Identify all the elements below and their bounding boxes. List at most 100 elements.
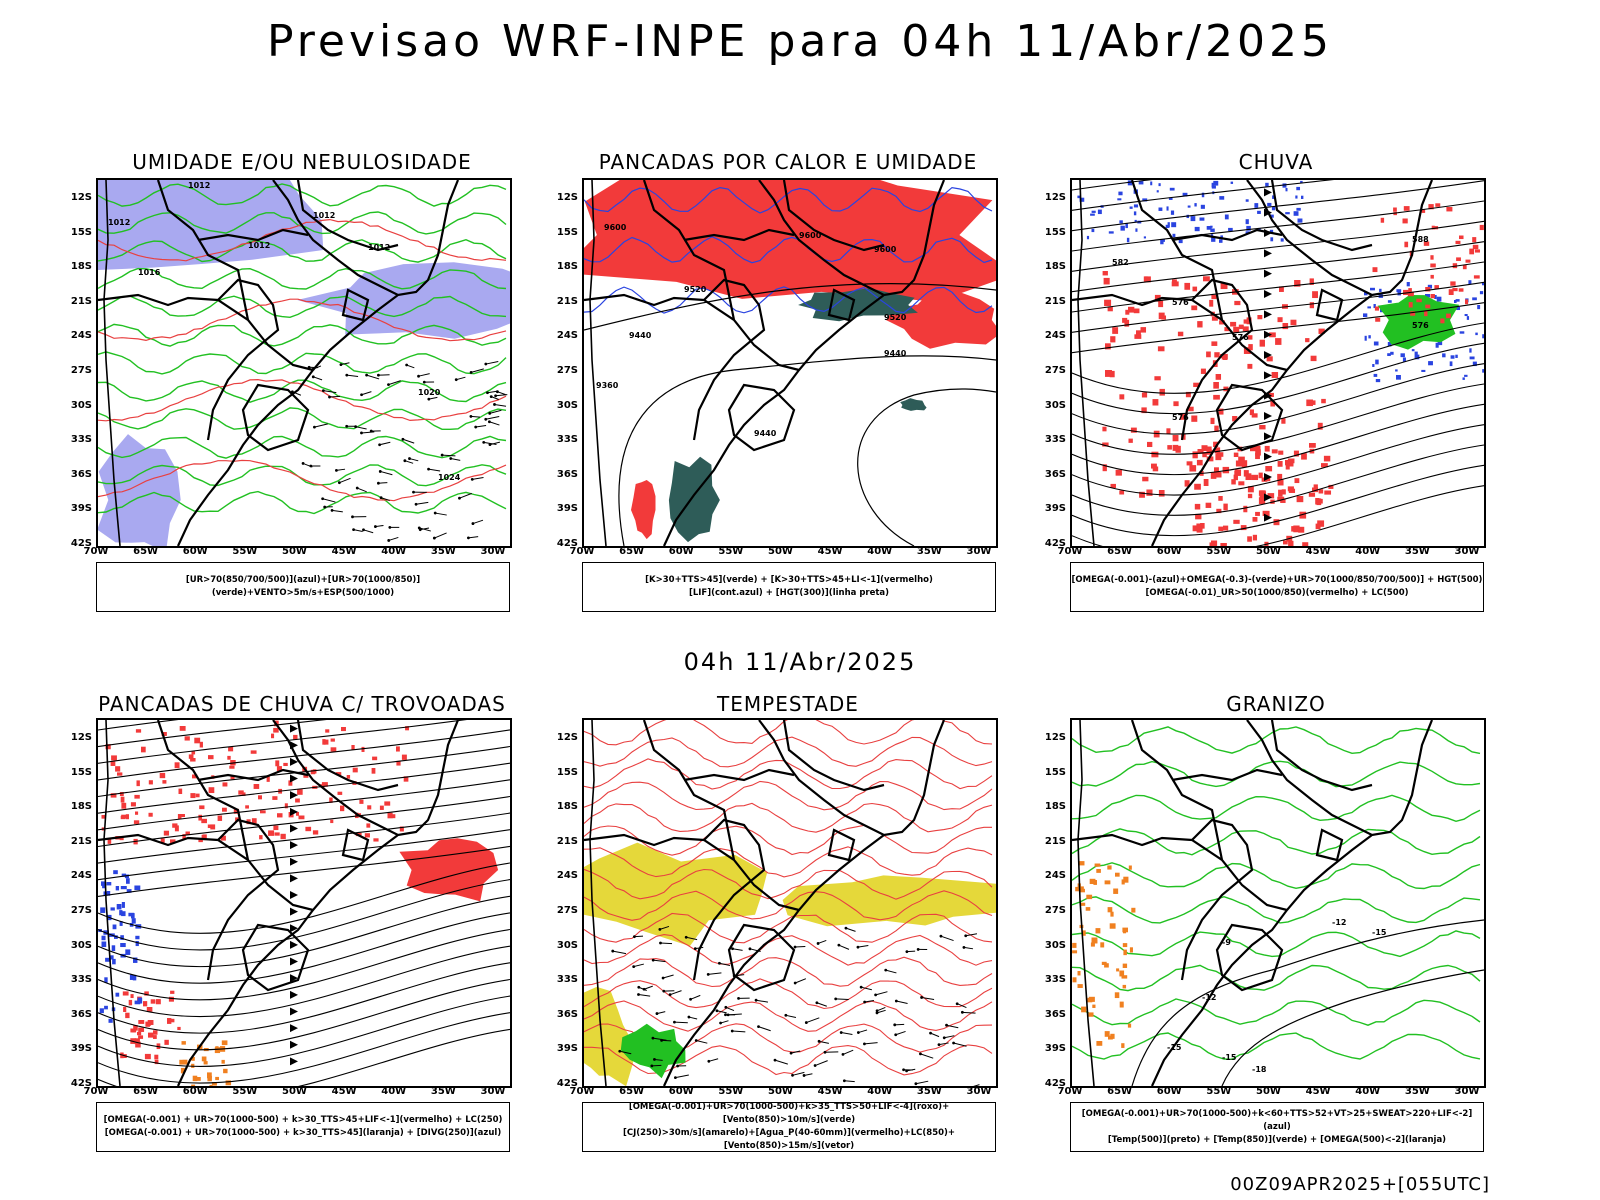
- lon-tick-label: 50W: [1256, 546, 1281, 557]
- lon-tick-label: 65W: [1107, 1086, 1133, 1097]
- lat-tick-label: 36S: [1044, 468, 1066, 480]
- lon-tick-label: 65W: [619, 546, 645, 557]
- lon-tick-label: 30W: [480, 1086, 506, 1097]
- contour-label: 9600: [799, 231, 822, 240]
- lon-tick-label: 40W: [867, 1086, 893, 1097]
- streamlines: [98, 720, 510, 1086]
- lat-tick-label: 27S: [70, 365, 92, 376]
- contour-label: 1012: [313, 211, 335, 220]
- lon-tick-label: 35W: [916, 1086, 942, 1097]
- lat-tick-label: 27S: [556, 905, 578, 916]
- jet-stream-yellow-area: [584, 986, 633, 1086]
- lon-tick-label: 65W: [133, 546, 159, 557]
- contour-label: 1020: [418, 388, 441, 397]
- lat-tick-label: 24S: [556, 330, 578, 342]
- lon-tick-label: 60W: [668, 546, 694, 557]
- contour-label: 9440: [884, 349, 907, 358]
- lat-tick-label: 33S: [70, 434, 92, 446]
- contour-label: -12: [1332, 918, 1346, 927]
- lon-tick-label: 40W: [1355, 546, 1381, 557]
- thunder-red-area: [399, 838, 499, 902]
- panel-legend: [OMEGA(-0.001)-(azul)+OMEGA(-0.3)-(verde…: [1070, 562, 1484, 612]
- lon-tick-label: 50W: [282, 546, 307, 557]
- lat-tick-label: 24S: [70, 330, 92, 342]
- lat-tick-label: 39S: [556, 503, 578, 515]
- panel-title: PANCADAS POR CALOR E UMIDADE: [598, 150, 978, 174]
- country-borders: [1072, 720, 1373, 992]
- lon-tick-label: 60W: [182, 1086, 208, 1097]
- lon-tick-label: 30W: [1454, 546, 1480, 557]
- lat-tick-label: 24S: [556, 870, 578, 882]
- country-borders: [98, 180, 399, 452]
- contour-label: -9: [1222, 938, 1231, 947]
- contour-label: 9520: [884, 313, 907, 322]
- humidity-upper-blue-area: [98, 180, 324, 271]
- contour-label: 1012: [108, 218, 130, 227]
- temp-500-black-contours: [1131, 919, 1484, 1086]
- panel-legend: [UR>70(850/700/500)](azul)+[UR>70(1000/8…: [96, 562, 510, 612]
- map-canvas: -12 -15 -15 -12 -15 -18 -9: [1072, 720, 1484, 1086]
- lon-tick-label: 60W: [1156, 546, 1182, 557]
- contour-label: 582: [1112, 258, 1129, 267]
- panel-legend: [K>30+TTS>45](verde) + [K>30+TTS>45+LI<-…: [582, 562, 996, 612]
- lon-tick-label: 60W: [1156, 1086, 1182, 1097]
- lat-tick-label: 36S: [556, 1008, 578, 1020]
- contour-label: 9440: [629, 331, 652, 340]
- lon-tick-label: 65W: [133, 1086, 159, 1097]
- lon-tick-label: 35W: [1404, 546, 1430, 557]
- lat-tick-label: 42S: [1044, 538, 1066, 549]
- omega-blue-area: [1363, 280, 1484, 383]
- lon-tick-label: 55W: [232, 546, 258, 557]
- lon-tick-label: 55W: [232, 1086, 258, 1097]
- lon-tick-label: 45W: [817, 1086, 843, 1097]
- coastline: [663, 720, 946, 1086]
- lon-tick-label: 30W: [966, 1086, 992, 1097]
- map-pancadas-trovoadas: [96, 718, 512, 1088]
- contour-label: -15: [1372, 928, 1387, 937]
- panel-title: TEMPESTADE: [717, 692, 859, 716]
- instability-green-area: [668, 456, 720, 543]
- lat-tick-label: 21S: [70, 295, 92, 307]
- lat-tick-label: 27S: [556, 365, 578, 376]
- lon-tick-label: 30W: [480, 546, 506, 557]
- legend-line: [K>30+TTS>45](verde) + [K>30+TTS>45+LI<-…: [645, 575, 933, 585]
- lat-tick-label: 24S: [1044, 870, 1066, 882]
- lon-tick-label: 45W: [331, 1086, 357, 1097]
- andes-outline: [589, 180, 607, 546]
- lat-tick-label: 21S: [556, 295, 578, 307]
- lat-tick-label: 36S: [1044, 1008, 1066, 1020]
- lat-tick-label: 42S: [70, 538, 92, 549]
- country-borders: [1072, 180, 1373, 452]
- lon-tick-label: 65W: [1107, 546, 1133, 557]
- contour-label: 1024: [438, 473, 461, 482]
- coastline: [663, 180, 946, 546]
- lon-tick-label: 45W: [817, 546, 843, 557]
- country-borders: [584, 720, 885, 992]
- map-canvas: 9600 9600 9600 9520 9520 9440 9440 9440 9360: [584, 180, 996, 546]
- map-tempestade: [582, 718, 998, 1088]
- lon-tick-label: 45W: [1305, 546, 1331, 557]
- forecast-time-label: 04h 11/Abr/2025: [683, 648, 917, 676]
- lat-tick-label: 18S: [1044, 801, 1066, 813]
- lon-tick-label: 65W: [619, 1086, 645, 1097]
- contour-label: -18: [1252, 1065, 1267, 1074]
- lat-tick-label: 42S: [70, 1078, 92, 1089]
- lon-tick-label: 55W: [1206, 1086, 1232, 1097]
- lon-tick-label: 35W: [1404, 1086, 1430, 1097]
- jet-stream-yellow-area: [782, 875, 996, 927]
- contour-label: 1016: [138, 268, 161, 277]
- lon-tick-label: 35W: [916, 546, 942, 557]
- lat-tick-label: 33S: [556, 974, 578, 986]
- lon-tick-label: 55W: [718, 1086, 744, 1097]
- lat-tick-label: 18S: [556, 261, 578, 273]
- legend-line: [OMEGA(-0.01)_UR>50(1000/850)(vermelho) …: [1145, 588, 1409, 598]
- country-borders: [584, 180, 885, 452]
- instability-green-area: [798, 288, 918, 322]
- map-chuva: 588 582 576 576 576 576: [1070, 178, 1486, 548]
- lat-tick-label: 24S: [1044, 330, 1066, 342]
- andes-outline: [589, 720, 607, 1086]
- lon-tick-label: 70W: [569, 546, 595, 557]
- coastline: [177, 720, 460, 1086]
- lon-tick-label: 40W: [381, 546, 407, 557]
- lon-tick-label: 60W: [668, 1086, 694, 1097]
